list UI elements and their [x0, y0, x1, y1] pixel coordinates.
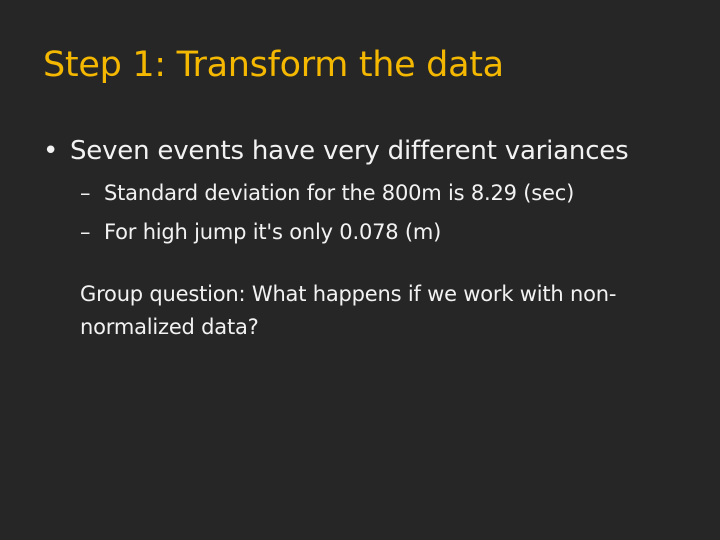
bullet-text: Seven events have very different varianc… — [70, 136, 629, 166]
slide-body: • Seven events have very different varia… — [43, 132, 683, 344]
sub-bullet-item: – Standard deviation for the 800m is 8.2… — [80, 174, 683, 213]
sub-bullet-item: – For high jump it's only 0.078 (m) — [80, 213, 683, 252]
dash-marker: – — [80, 181, 91, 205]
bullet-item: • Seven events have very different varia… — [43, 132, 683, 170]
dash-marker: – — [80, 220, 91, 244]
sub-bullet-text: Standard deviation for the 800m is 8.29 … — [104, 181, 575, 205]
sub-bullet-list: – Standard deviation for the 800m is 8.2… — [43, 174, 683, 252]
slide-title: Step 1: Transform the data — [43, 45, 504, 85]
group-question: Group question: What happens if we work … — [80, 282, 617, 339]
sub-bullet-text: For high jump it's only 0.078 (m) — [104, 220, 442, 244]
bullet-marker: • — [43, 136, 59, 166]
